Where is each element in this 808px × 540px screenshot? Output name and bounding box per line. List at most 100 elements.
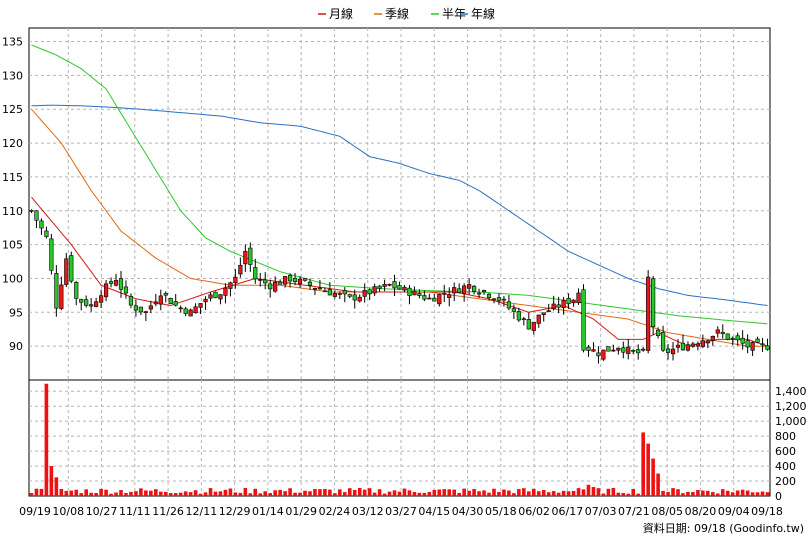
volume-bar [323, 488, 327, 496]
volume-bar [591, 487, 596, 496]
footer-source: 資料日期: 09/18 (Goodinfo.tw) [643, 521, 804, 535]
candle-body [402, 286, 407, 291]
candle-body [337, 293, 342, 295]
volume-tick-label: 1,400 [775, 385, 807, 398]
candle-body [521, 318, 526, 321]
candle-body [173, 301, 178, 306]
candle-body [168, 298, 173, 305]
volume-bar [109, 493, 113, 496]
candle-body [203, 298, 208, 303]
x-tick-label: 10/08 [52, 505, 84, 518]
candle-body [636, 349, 641, 354]
x-tick-label: 11/11 [119, 505, 151, 518]
volume-bar [755, 492, 760, 496]
volume-bar [606, 488, 611, 496]
volume-bar [273, 490, 277, 496]
candle-body [690, 343, 696, 347]
volume-bar [586, 484, 591, 496]
volume-bar [467, 490, 471, 496]
candle-body [69, 255, 74, 282]
candle-body [407, 287, 412, 296]
x-tick-label: 03/12 [352, 505, 384, 518]
candle-body [476, 292, 482, 295]
volume-bar [283, 491, 287, 496]
candle-body [128, 295, 134, 306]
candle-body [283, 276, 288, 285]
volume-bar [641, 432, 645, 496]
candle-body [561, 299, 566, 309]
volume-bar [74, 489, 79, 496]
volume-bar [154, 489, 158, 496]
volume-bar [576, 488, 581, 496]
x-tick-label: 09/18 [751, 505, 783, 518]
volume-bar [377, 489, 382, 496]
candle-body [223, 287, 228, 296]
volume-bar [517, 489, 521, 496]
volume-bar [462, 488, 466, 496]
candle-body [467, 284, 472, 289]
candle-body [153, 301, 158, 305]
volume-bar [502, 489, 506, 496]
volume-tick-label: 400 [775, 460, 796, 473]
candle-body [457, 288, 462, 293]
x-tick-label: 01/14 [252, 505, 284, 518]
volume-bar [248, 493, 253, 496]
candle-body [44, 230, 49, 237]
volume-bar [497, 492, 501, 496]
volume-bar [313, 488, 317, 496]
candle-body [397, 285, 402, 290]
legend-label: 年線 [471, 6, 495, 21]
volume-bar [417, 492, 422, 496]
volume-bar [432, 489, 437, 496]
volume-bar [168, 493, 173, 496]
x-tick-label: 01/29 [285, 505, 317, 518]
volume-bar [696, 490, 700, 496]
volume-bar [412, 492, 417, 496]
volume-bar [452, 489, 457, 496]
volume-bar [29, 493, 34, 496]
candle-body [566, 297, 571, 305]
volume-bar [357, 487, 362, 496]
x-tick-label: 06/02 [518, 505, 550, 518]
candle-body [491, 298, 497, 301]
candle-body [755, 338, 760, 343]
volume-bar [49, 466, 54, 496]
candle-body [248, 247, 253, 265]
candle-body [710, 335, 715, 341]
volume-bar [725, 490, 730, 496]
candle-body [660, 332, 666, 351]
volume-bar [188, 492, 193, 496]
candle-body [695, 343, 700, 347]
candle-body [730, 337, 735, 340]
price-tick-label: 115 [2, 171, 23, 184]
x-tick-label: 02/24 [319, 505, 351, 518]
candle-body [417, 293, 422, 296]
volume-bar [671, 488, 675, 496]
volume-bar [149, 490, 153, 496]
volume-bar [342, 492, 347, 496]
candle-body [49, 238, 54, 271]
candle-body [432, 297, 437, 302]
candle-body [54, 273, 59, 309]
volume-bar [447, 489, 452, 496]
candle-body [64, 258, 69, 285]
volume-bar [666, 492, 670, 496]
candle-body [327, 289, 332, 296]
volume-bar [730, 492, 735, 496]
volume-bar [213, 491, 218, 496]
volume-bar [139, 488, 143, 496]
candle-body [99, 295, 104, 303]
candle-body [720, 331, 725, 335]
volume-bar [701, 490, 705, 496]
candle-body [541, 312, 546, 315]
candle-body [471, 285, 477, 292]
volume-bar [64, 490, 69, 496]
volume-bar [94, 492, 98, 496]
candle-body [292, 277, 298, 283]
x-tick-label: 12/11 [186, 505, 218, 518]
candle-body [387, 284, 392, 286]
price-tick-label: 110 [2, 205, 23, 218]
volume-bar [328, 489, 332, 496]
candle-body [581, 289, 586, 351]
